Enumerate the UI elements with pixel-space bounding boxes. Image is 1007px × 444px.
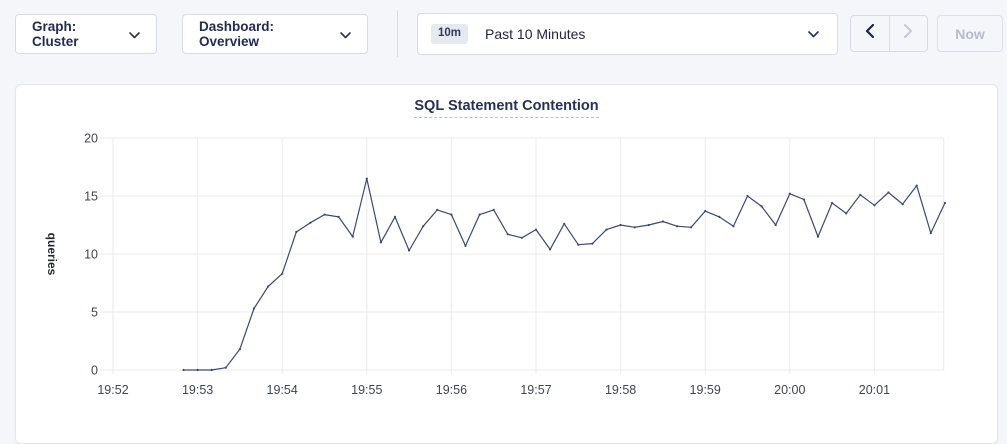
prev-time-button[interactable] xyxy=(851,16,889,51)
series-point xyxy=(704,210,707,213)
x-axis-tick-label: 19:55 xyxy=(351,383,382,397)
series-point xyxy=(436,208,439,211)
x-axis-tick-label: 20:01 xyxy=(859,383,890,397)
series-point xyxy=(534,228,538,231)
chevron-right-icon xyxy=(903,23,913,43)
series-point xyxy=(238,348,241,351)
series-point xyxy=(351,235,354,238)
series-point xyxy=(873,204,876,207)
series-point xyxy=(365,177,368,180)
y-axis-tick-label: 20 xyxy=(84,132,98,146)
series-point xyxy=(379,241,382,244)
series-point xyxy=(393,215,397,218)
chevron-down-icon xyxy=(340,27,351,42)
series xyxy=(182,177,947,372)
series-point xyxy=(408,249,411,252)
chevron-down-icon xyxy=(129,27,140,42)
x-axis-tick-label: 19:57 xyxy=(520,383,551,397)
series-point xyxy=(675,225,679,228)
series-point xyxy=(182,368,185,372)
series-point xyxy=(788,192,791,195)
series-point xyxy=(845,212,848,215)
graph-dropdown-label: Graph: Cluster xyxy=(32,19,79,49)
series-point xyxy=(816,235,820,238)
series-line xyxy=(182,177,946,371)
series-point xyxy=(450,213,453,216)
y-axis-title: queries xyxy=(45,233,59,276)
axis-labels: 0 5 10 15 20 19:52 19:53 19:54 19:55 19:56 19:57 19… xyxy=(45,132,890,398)
series-point xyxy=(647,223,650,227)
series-point xyxy=(323,213,326,216)
y-axis-tick-label: 10 xyxy=(84,248,98,262)
series-point xyxy=(661,220,665,223)
series-point xyxy=(224,366,227,369)
chevron-down-icon xyxy=(808,25,819,43)
line-chart: 0 5 10 15 20 19:52 19:53 19:54 19:55 19:56 19:57 19… xyxy=(45,132,947,398)
series-point xyxy=(802,198,806,201)
x-axis-tick-label: 19:52 xyxy=(97,383,128,397)
series-point xyxy=(549,248,552,251)
series-point xyxy=(563,222,566,225)
series-point xyxy=(831,201,834,205)
series-point xyxy=(619,223,622,227)
time-nav-group xyxy=(850,15,928,52)
series-point xyxy=(774,223,777,227)
series-point xyxy=(337,215,340,218)
series-point xyxy=(732,225,735,228)
x-axis-tick-label: 19:59 xyxy=(690,383,721,397)
y-axis-tick-label: 0 xyxy=(91,364,98,378)
series-point xyxy=(309,221,312,224)
series-point xyxy=(492,208,495,211)
series-point xyxy=(196,368,199,372)
x-axis-tick-label: 19:54 xyxy=(267,383,298,397)
series-point xyxy=(281,272,284,275)
chart-card: SQL Statement Contention 0 5 10 15 20 19:52 19… xyxy=(15,84,998,444)
y-axis-tick-label: 15 xyxy=(84,190,98,204)
graph-dropdown[interactable]: Graph: Cluster xyxy=(15,14,157,54)
series-point xyxy=(605,228,608,231)
x-axis-tick-label: 19:58 xyxy=(605,383,636,397)
series-point xyxy=(252,307,256,310)
series-point xyxy=(422,225,425,228)
grid-lines xyxy=(100,137,945,374)
series-point xyxy=(887,191,890,194)
series-point xyxy=(929,232,932,235)
series-point xyxy=(267,285,270,288)
now-button[interactable]: Now xyxy=(937,15,1003,52)
x-axis-tick-label: 20:00 xyxy=(774,383,805,397)
series-point xyxy=(210,368,213,372)
x-axis-tick-label: 19:53 xyxy=(182,383,213,397)
time-range-badge: 10m xyxy=(431,24,469,44)
series-point xyxy=(760,205,763,208)
series-point xyxy=(506,233,509,236)
series-point xyxy=(478,213,481,216)
chevron-left-icon xyxy=(865,23,875,43)
series-point xyxy=(633,226,636,229)
chart-title-row: SQL Statement Contention xyxy=(16,97,997,118)
series-point xyxy=(746,194,749,198)
series-point xyxy=(718,215,721,218)
series-point xyxy=(591,242,594,245)
dashboard-dropdown[interactable]: Dashboard: Overview xyxy=(182,14,368,54)
series-point xyxy=(943,201,947,205)
dashboard-dropdown-label: Dashboard: Overview xyxy=(199,19,275,49)
series-point xyxy=(859,193,862,196)
time-range-label: Past 10 Minutes xyxy=(485,26,586,42)
series-point xyxy=(464,244,467,247)
series-point xyxy=(901,203,904,206)
chart-title[interactable]: SQL Statement Contention xyxy=(414,98,599,118)
next-time-button[interactable] xyxy=(888,16,928,51)
series-point xyxy=(690,226,693,229)
series-point xyxy=(915,184,918,187)
x-axis-tick-label: 19:56 xyxy=(436,383,467,397)
now-button-label: Now xyxy=(955,25,985,42)
toolbar-divider xyxy=(397,10,398,57)
time-range-dropdown[interactable]: 10m Past 10 Minutes xyxy=(417,13,838,55)
series-point xyxy=(295,230,298,234)
series-point xyxy=(520,236,523,239)
series-point xyxy=(577,243,580,246)
y-axis-tick-label: 5 xyxy=(91,306,98,320)
